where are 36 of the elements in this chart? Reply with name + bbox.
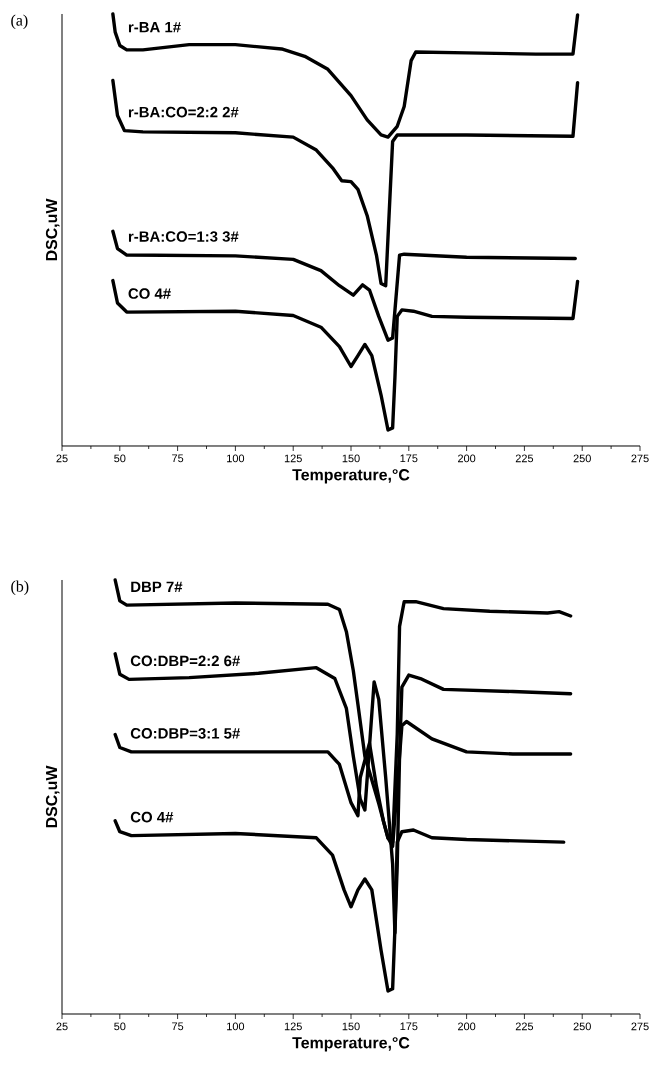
series-label: r-BA:CO=2:2 2# [128, 106, 239, 118]
x-tick-label: 25 [56, 454, 68, 463]
series-label: r-BA 1# [128, 22, 181, 33]
y-axis-title: DSC,uW [45, 198, 60, 261]
x-tick-label: 275 [631, 454, 649, 463]
text: (b) [11, 580, 29, 595]
x-tick-label: 275 [631, 1022, 649, 1031]
x-tick-label: 125 [284, 454, 302, 463]
x-tick-label: 50 [114, 1022, 126, 1031]
x-tick-label: 225 [515, 1022, 534, 1031]
x-tick-label: 150 [342, 1022, 360, 1031]
x-tick-label: 100 [227, 1022, 245, 1031]
x-tick-label: 125 [284, 1022, 302, 1031]
x-tick-label: 25 [56, 1022, 68, 1031]
x-tick-label: 150 [342, 454, 360, 463]
series-label: CO:DBP=2:2 6# [130, 655, 241, 667]
y-axis-title: DSC,uW [45, 765, 60, 828]
series-label: CO 4# [130, 811, 174, 823]
series-label: DBP 7# [131, 581, 183, 592]
x-tick-label: 250 [573, 1022, 591, 1031]
x-tick-label: 200 [458, 454, 476, 463]
series-label: CO 4# [128, 288, 171, 299]
x-axis-title: Temperature,°C [292, 1037, 410, 1052]
x-tick-label: 200 [458, 1022, 476, 1031]
x-tick-label: 175 [400, 1022, 418, 1031]
x-tick-label: 100 [227, 454, 245, 463]
x-tick-label: 250 [573, 454, 591, 463]
x-axis-title: Temperature,°C [292, 469, 410, 484]
x-tick-label: 75 [172, 454, 184, 463]
series-label: CO:DBP=3:1 5# [130, 728, 241, 739]
x-tick-label: 75 [172, 1022, 184, 1031]
text: (a) [11, 14, 28, 29]
series-label: r-BA:CO=1:3 3# [128, 231, 239, 242]
x-tick-label: 175 [400, 454, 418, 463]
x-tick-label: 50 [114, 454, 126, 463]
x-tick-label: 225 [515, 454, 534, 463]
